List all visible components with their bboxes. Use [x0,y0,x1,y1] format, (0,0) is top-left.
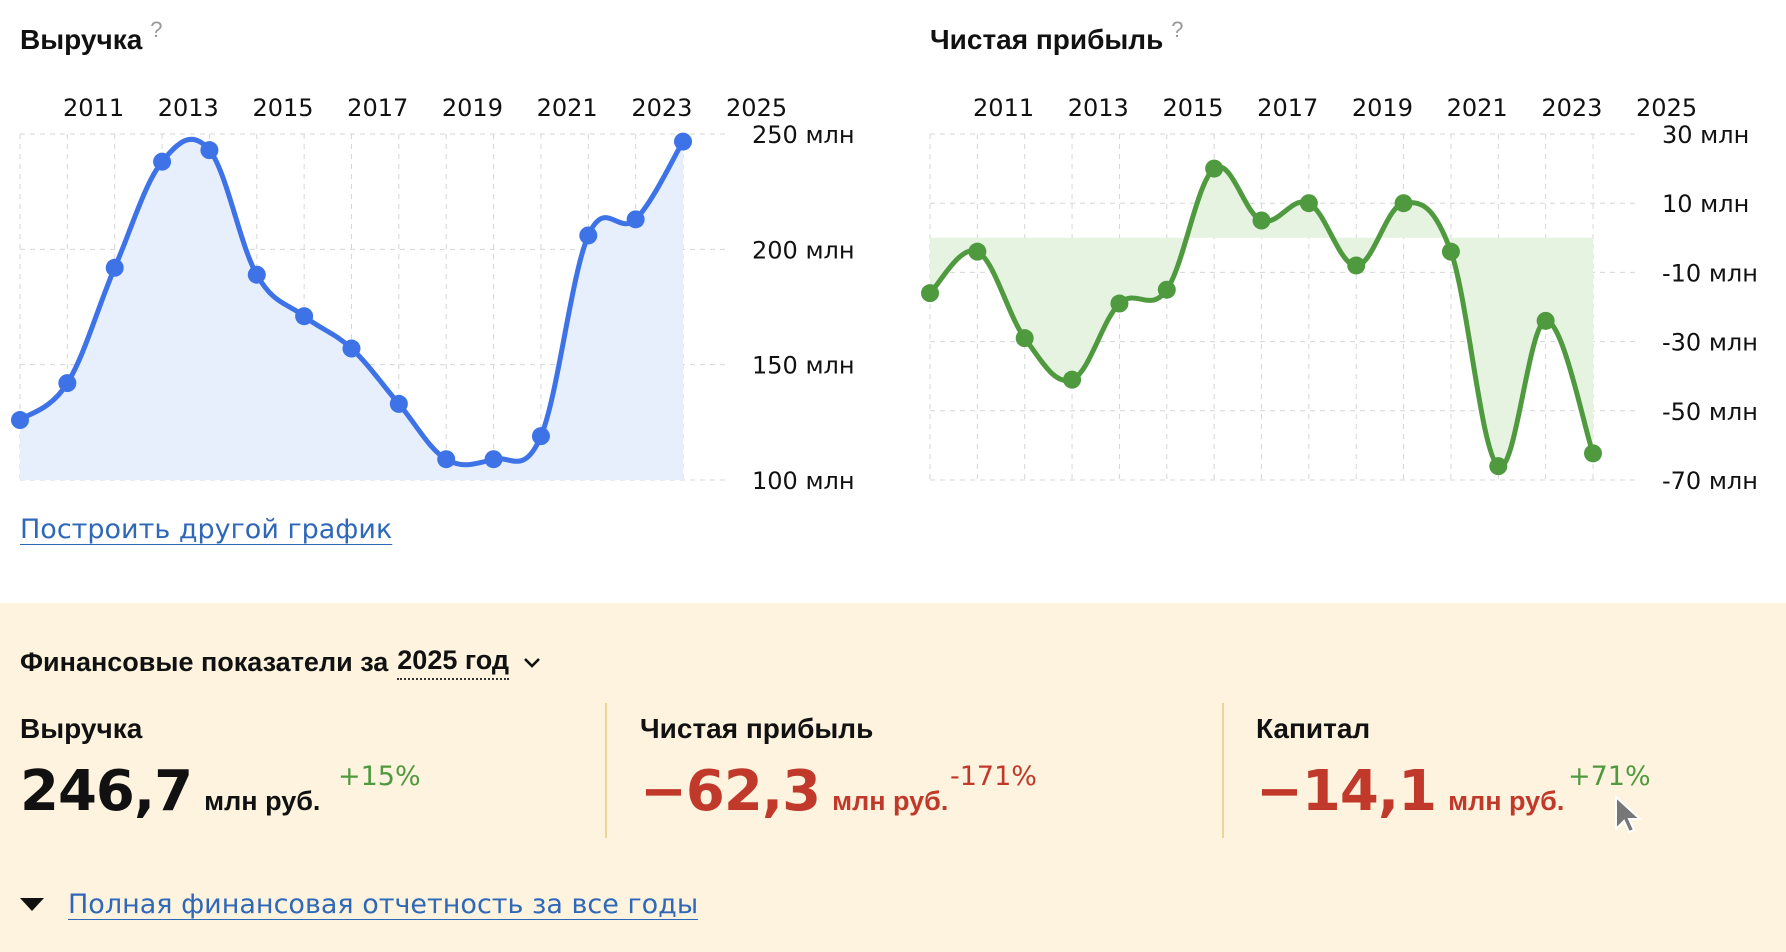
metric-value: −14,1 [1256,759,1437,824]
full-report-link[interactable]: Полная финансовая отчетность за все годы [68,889,699,920]
profit-area [930,166,1593,467]
revenue-chart-title: Выручка? [20,17,163,55]
profit-x-tick-label: 2025 [1636,94,1697,122]
revenue-point[interactable] [437,450,456,469]
revenue-point[interactable] [342,339,361,358]
full-report-toggle[interactable]: Полная финансовая отчетность за все годы [20,889,698,920]
metric-net-profit: Чистая прибыль −62,3 млн руб. -171% [640,713,1037,824]
revenue-point[interactable] [295,307,314,326]
revenue-x-tick-label: 2025 [726,94,787,122]
revenue-x-tick-label: 2019 [442,94,503,122]
profit-x-tick-label: 2019 [1352,94,1413,122]
revenue-point[interactable] [153,152,172,171]
profit-point[interactable] [968,242,987,261]
metric-change: +15% [338,761,421,792]
profit-y-tick-label: -10 млн [1662,259,1758,287]
profit-point[interactable] [1347,256,1366,275]
profit-x-tick-label: 2017 [1257,94,1318,122]
help-icon[interactable]: ? [1171,17,1184,42]
metric-capital: Капитал −14,1 млн руб. +71% [1256,713,1651,824]
profit-point[interactable] [1394,194,1413,213]
revenue-y-tick-label: 200 млн [752,236,855,264]
revenue-y-tick-label: 250 млн [752,121,855,149]
chevron-down-icon[interactable] [523,654,541,672]
profit-y-tick-label: -70 млн [1662,467,1758,495]
metric-unit: млн руб. [832,786,949,816]
revenue-x-tick-label: 2011 [63,94,124,122]
metric-change: -171% [950,761,1037,792]
profit-point[interactable] [1015,329,1034,348]
metric-value: −62,3 [640,759,821,824]
mouse-cursor-icon [1615,795,1643,834]
revenue-point[interactable] [105,258,124,277]
profit-point[interactable] [1299,194,1318,213]
profit-point[interactable] [1252,211,1271,230]
financials-panel: Финансовые показатели за 2025 год Выручк… [0,603,1786,952]
metric-value: 246,7 [20,759,193,824]
revenue-point[interactable] [389,394,408,413]
revenue-x-tick-label: 2023 [631,94,692,122]
revenue-point[interactable] [247,265,266,284]
metric-change: +71% [1568,761,1651,792]
divider [1222,703,1224,838]
profit-point[interactable] [1489,457,1508,476]
financials-heading: Финансовые показатели за 2025 год [20,645,541,680]
profit-point[interactable] [1110,294,1129,313]
profit-x-tick-label: 2015 [1162,94,1223,122]
revenue-x-tick-label: 2021 [537,94,598,122]
build-other-chart-link[interactable]: Построить другой график [20,514,393,545]
revenue-point[interactable] [200,141,219,160]
profit-point[interactable] [1157,280,1176,299]
revenue-point[interactable] [58,374,77,393]
revenue-point[interactable] [626,210,645,229]
profit-x-tick-label: 2011 [973,94,1034,122]
profit-x-tick-label: 2013 [1068,94,1129,122]
revenue-point[interactable] [531,427,550,446]
profit-y-tick-label: -30 млн [1662,329,1758,357]
divider [605,703,607,838]
profit-point[interactable] [1063,370,1082,389]
revenue-point[interactable] [579,226,598,245]
profit-point[interactable] [921,284,939,303]
profit-x-tick-label: 2021 [1447,94,1508,122]
revenue-point[interactable] [484,450,503,469]
revenue-y-tick-label: 100 млн [752,467,855,495]
metric-unit: млн руб. [1448,786,1565,816]
profit-y-tick-label: 30 млн [1662,121,1749,149]
metric-revenue: Выручка 246,7 млн руб. +15% [20,713,421,824]
triangle-down-icon [20,898,44,911]
revenue-area [20,139,683,480]
revenue-point[interactable] [11,411,29,430]
revenue-x-tick-label: 2017 [347,94,408,122]
profit-x-tick-label: 2023 [1541,94,1602,122]
help-icon[interactable]: ? [150,17,163,42]
revenue-point[interactable] [674,132,692,151]
year-selector[interactable]: 2025 год [397,645,510,680]
profit-point[interactable] [1536,311,1555,330]
profit-chart-title: Чистая прибыль? [930,17,1184,55]
revenue-x-tick-label: 2015 [252,94,313,122]
profit-y-tick-label: -50 млн [1662,398,1758,426]
profit-y-tick-label: 10 млн [1662,190,1749,218]
profit-point[interactable] [1584,444,1602,463]
profit-point[interactable] [1205,159,1224,178]
profit-point[interactable] [1441,242,1460,261]
revenue-x-tick-label: 2013 [158,94,219,122]
metric-unit: млн руб. [204,786,321,816]
charts-section: Выручка? Чистая прибыль? 2011 2013 2015 201… [11,17,1758,545]
revenue-y-tick-label: 150 млн [752,352,855,380]
